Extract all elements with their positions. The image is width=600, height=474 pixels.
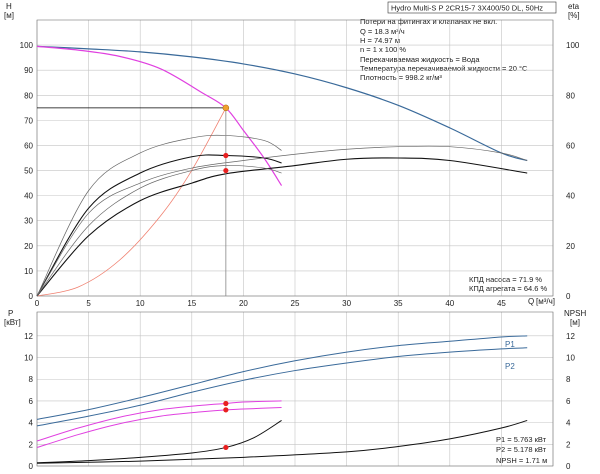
npsh-readout: NPSH = 1.71 м	[496, 456, 547, 465]
bottom-yunit: [кВт]	[4, 318, 21, 327]
bottom-y2label: NPSH	[564, 309, 586, 318]
bottom-ylabel: P	[8, 309, 13, 318]
xtick-45: 45	[497, 299, 506, 308]
y2tick-1-6: 6	[566, 397, 571, 406]
ytick-0-10: 10	[24, 267, 33, 276]
marker-0-0	[223, 152, 229, 159]
y2tick-0-20: 20	[566, 242, 575, 251]
xtick-30: 30	[342, 299, 351, 308]
series-line-0-eta-gray-lower	[36, 145, 528, 297]
duty-point-marker	[222, 104, 230, 112]
series-line-0-eta-gray-upper	[36, 134, 282, 297]
y2tick-1-4: 4	[566, 419, 571, 428]
top-yunit: [м]	[4, 11, 14, 20]
xtick-15: 15	[187, 299, 196, 308]
top-y2label: eta	[568, 2, 580, 11]
marker-0-1	[223, 167, 229, 174]
series-line-1-p1-magenta	[36, 400, 282, 442]
grid-layer	[36, 19, 554, 467]
tick-labels-layer: 0102030405060708090100020406080100024681…	[20, 41, 580, 471]
y2tick-1-0: 0	[566, 462, 571, 471]
y2tick-1-12: 12	[566, 332, 575, 341]
ytick-0-50: 50	[24, 167, 33, 176]
title-box	[387, 1, 557, 14]
plot-frame-1	[36, 311, 554, 467]
ytick-0-30: 30	[24, 217, 33, 226]
top-ylabel: H	[6, 2, 12, 11]
xtick-10: 10	[136, 299, 145, 308]
ytick-1-10: 10	[24, 354, 33, 363]
plot-frame-0	[36, 19, 554, 297]
xtick-25: 25	[291, 299, 300, 308]
series-line-0-eta-gray-short	[36, 165, 282, 297]
p1-readout: P1 = 5.763 кВт	[496, 435, 547, 444]
series-layer	[36, 45, 528, 464]
ytick-0-100: 100	[20, 41, 34, 50]
pump-efficiency-readout: КПД насоса = 71.9 %	[469, 275, 542, 284]
ytick-0-20: 20	[24, 242, 33, 251]
ytick-1-12: 12	[24, 332, 33, 341]
y2tick-0-100: 100	[566, 41, 580, 50]
ytick-0-70: 70	[24, 116, 33, 125]
info-line-6: Плотность = 998.2 кг/м³	[360, 73, 442, 82]
y2tick-0-60: 60	[566, 141, 575, 150]
series-line-0-system-curve	[36, 107, 227, 297]
info-line-0: Потери на фитингах и клапанах не вкл.	[360, 17, 497, 26]
ytick-0-40: 40	[24, 192, 33, 201]
bottom-y2unit: [м]	[570, 318, 580, 327]
xtick-35: 35	[394, 299, 403, 308]
info-line-5: Температура перекачиваемой жидкости = 20…	[360, 64, 528, 73]
series-line-1-npsh-long	[36, 419, 528, 464]
series-line-1-p2-magenta	[36, 406, 282, 449]
y2tick-0-40: 40	[566, 192, 575, 201]
xtick-20: 20	[239, 299, 248, 308]
ytick-0-80: 80	[24, 91, 33, 100]
ytick-1-2: 2	[29, 440, 34, 449]
info-line-1: Q = 18.3 м³/ч	[360, 27, 405, 36]
p2-series-label: P2	[505, 362, 515, 371]
series-line-1-p2	[36, 347, 528, 427]
info-line-2: H = 74.97 м	[360, 36, 400, 45]
ytick-1-6: 6	[29, 397, 34, 406]
chart-title: Hydro Multi-S P 2CR15-7 3X400/50 DL, 50H…	[391, 4, 543, 13]
xtick-5: 5	[86, 299, 91, 308]
markers-layer	[37, 104, 230, 451]
series-line-1-npsh-short	[36, 420, 282, 464]
info-line-3: n = 1 x 100 %	[360, 45, 406, 54]
ytick-0-60: 60	[24, 141, 33, 150]
series-line-0-head-magenta	[36, 45, 283, 186]
ytick-1-4: 4	[29, 419, 34, 428]
marker-1-2	[223, 444, 229, 451]
ytick-1-8: 8	[29, 375, 34, 384]
series-line-0-eta-black	[36, 157, 528, 297]
y2tick-1-2: 2	[566, 440, 571, 449]
xtick-40: 40	[445, 299, 454, 308]
y2tick-1-8: 8	[566, 375, 571, 384]
xtick-0: 0	[35, 299, 40, 308]
ytick-0-0: 0	[29, 292, 34, 301]
y2tick-0-0: 0	[566, 292, 571, 301]
marker-1-0	[223, 400, 229, 407]
y2tick-0-80: 80	[566, 91, 575, 100]
series-line-0-pump-head	[36, 45, 528, 162]
p1-series-label: P1	[505, 340, 515, 349]
ytick-1-0: 0	[29, 462, 34, 471]
top-xunit: [м³/ч]	[536, 297, 555, 306]
marker-1-1	[223, 407, 229, 413]
info-block: Потери на фитингах и клапанах не вкл. Q …	[360, 17, 528, 82]
info-line-4: Перекачиваемая жидкость = Вода	[360, 55, 480, 64]
y2tick-1-10: 10	[566, 354, 575, 363]
top-y2unit: [%]	[568, 11, 580, 20]
series-line-1-p1	[36, 335, 528, 420]
top-xlabel: Q	[528, 297, 534, 306]
unit-efficiency-readout: КПД агрегата = 64.6 %	[469, 284, 547, 293]
ytick-0-90: 90	[24, 66, 33, 75]
p2-readout: P2 = 5.178 кВт	[496, 445, 547, 454]
